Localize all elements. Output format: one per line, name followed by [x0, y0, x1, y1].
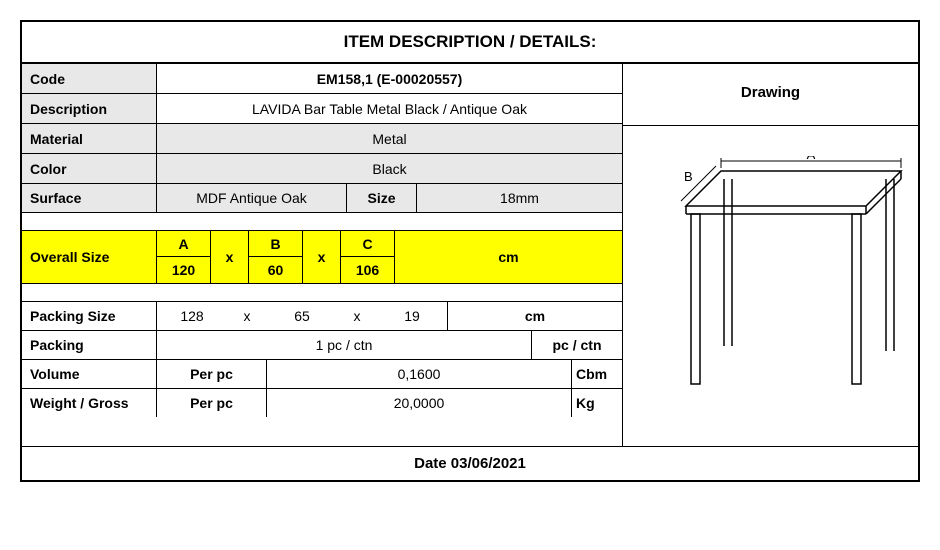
value-weight: 20,0000 — [267, 389, 572, 417]
overall-a: 120 — [157, 257, 210, 283]
volume-per: Per pc — [157, 360, 267, 388]
overall-head-a: A — [157, 231, 210, 257]
label-weight: Weight / Gross — [22, 389, 157, 417]
value-surface: MDF Antique Oak — [157, 184, 347, 212]
sheet-title: ITEM DESCRIPTION / DETAILS: — [22, 22, 918, 64]
label-volume: Volume — [22, 360, 157, 388]
row-surface: Surface MDF Antique Oak Size 18mm — [22, 184, 622, 213]
drawing-area: A B C — [623, 126, 918, 446]
pack-x2: x — [337, 302, 377, 330]
value-volume: 0,1600 — [267, 360, 572, 388]
pack-d1: 128 — [157, 302, 227, 330]
label-color: Color — [22, 154, 157, 183]
pack-x1: x — [227, 302, 267, 330]
label-size: Size — [347, 184, 417, 212]
label-packing: Packing — [22, 331, 157, 359]
overall-dims: A120 x B60 x C106 cm — [157, 231, 622, 283]
content-area: Code EM158,1 (E-00020557) Description LA… — [22, 64, 918, 446]
spacer-1 — [22, 213, 622, 231]
row-color: Color Black — [22, 154, 622, 184]
value-color: Black — [157, 154, 622, 183]
drawing-label-a: A — [806, 156, 815, 162]
pack-d3: 19 — [377, 302, 447, 330]
volume-unit: Cbm — [572, 360, 622, 388]
label-surface: Surface — [22, 184, 157, 212]
left-table: Code EM158,1 (E-00020557) Description LA… — [22, 64, 623, 446]
packing-unit: pc / ctn — [532, 331, 622, 359]
row-volume: Volume Per pc 0,1600 Cbm — [22, 360, 622, 389]
spec-sheet: ITEM DESCRIPTION / DETAILS: Code EM158,1… — [20, 20, 920, 482]
date-value: 03/06/2021 — [451, 455, 526, 472]
row-packing-size: Packing Size 128 x 65 x 19 cm — [22, 302, 622, 331]
overall-head-b: B — [249, 231, 302, 257]
overall-head-c: C — [341, 231, 394, 257]
label-material: Material — [22, 124, 157, 153]
row-material: Material Metal — [22, 124, 622, 154]
row-packing: Packing 1 pc / ctn pc / ctn — [22, 331, 622, 360]
weight-unit: Kg — [572, 389, 622, 417]
label-overall: Overall Size — [22, 231, 157, 283]
row-weight: Weight / Gross Per pc 20,0000 Kg — [22, 389, 622, 417]
label-drawing: Drawing — [623, 64, 918, 126]
weight-per: Per pc — [157, 389, 267, 417]
pack-unit: cm — [447, 302, 622, 330]
pack-d2: 65 — [267, 302, 337, 330]
label-code: Code — [22, 64, 157, 93]
value-code: EM158,1 (E-00020557) — [157, 64, 622, 93]
overall-b: 60 — [249, 257, 302, 283]
row-description: Description LAVIDA Bar Table Metal Black… — [22, 94, 622, 124]
overall-x2: x — [303, 231, 340, 283]
spacer-2 — [22, 284, 622, 302]
label-description: Description — [22, 94, 157, 123]
value-description: LAVIDA Bar Table Metal Black / Antique O… — [157, 94, 622, 123]
table-drawing: A B C — [636, 156, 906, 436]
row-overall: Overall Size A120 x B60 x C106 cm — [22, 231, 622, 284]
drawing-label-b: B — [684, 169, 693, 184]
overall-unit: cm — [395, 231, 622, 283]
value-material: Metal — [157, 124, 622, 153]
overall-x1: x — [211, 231, 248, 283]
value-packing: 1 pc / ctn — [157, 331, 532, 359]
date-prefix: Date — [414, 455, 447, 472]
date-row: Date 03/06/2021 — [22, 446, 918, 480]
drawing-panel: Drawing — [623, 64, 918, 446]
overall-c: 106 — [341, 257, 394, 283]
label-packing-size: Packing Size — [22, 302, 157, 330]
value-surface-size: 18mm — [417, 184, 622, 212]
row-code: Code EM158,1 (E-00020557) — [22, 64, 622, 94]
